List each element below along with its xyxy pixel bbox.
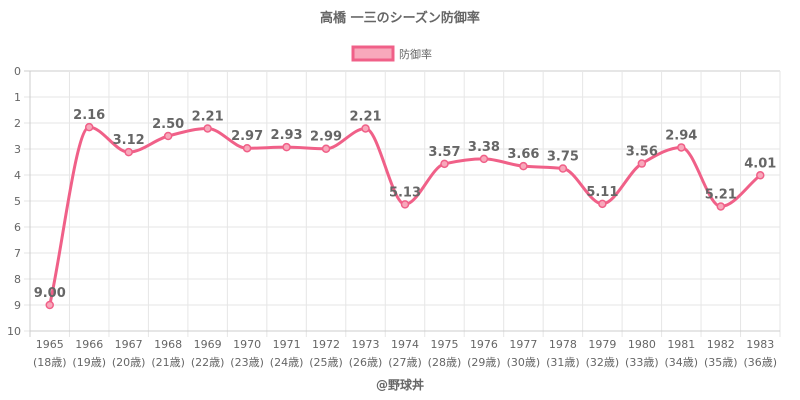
data-label: 2.50	[152, 117, 184, 132]
x-tick-sublabel: (18歳)	[33, 356, 67, 369]
data-point	[479, 154, 489, 164]
legend-label: 防御率	[399, 47, 432, 61]
y-tick-label: 3	[14, 143, 21, 156]
y-tick-label: 0	[14, 65, 21, 78]
x-tick-sublabel: (35歳)	[704, 356, 738, 369]
x-tick-sublabel: (23歳)	[230, 356, 264, 369]
data-point	[716, 202, 726, 211]
x-tick-sublabel: (26歳)	[349, 356, 383, 369]
x-axis: 1965 (18歳) 1966 (19歳) 1967 (20歳) 1968 (21歳) 1969…	[33, 338, 777, 369]
data-point	[677, 143, 686, 152]
data-point	[124, 147, 133, 157]
data-point	[242, 143, 252, 153]
legend[interactable]: 防御率	[351, 45, 432, 62]
x-tick-label: 1983	[746, 338, 774, 351]
x-tick-label: 1975	[430, 338, 458, 351]
x-tick-label: 1976	[470, 338, 498, 351]
x-tick-sublabel: (24歳)	[270, 356, 304, 369]
x-tick-label: 1981	[667, 338, 695, 351]
x-tick-label: 1971	[273, 338, 301, 351]
x-tick-label: 1966	[75, 338, 103, 351]
x-tick-sublabel: (19歳)	[72, 356, 106, 369]
data-point	[361, 124, 370, 133]
y-tick-label: 2	[14, 117, 21, 130]
data-label: 3.12	[113, 133, 145, 148]
x-tick-label: 1977	[509, 338, 537, 351]
x-tick-sublabel: (32歳)	[586, 356, 620, 369]
y-tick-label: 5	[14, 195, 21, 208]
data-labels: 9.00 2.16 3.12 2.50 2.21 2.97 2.93 2.99 2.21 5.13…	[34, 108, 777, 301]
x-tick-label: 1982	[707, 338, 735, 351]
data-label: 3.57	[428, 145, 460, 160]
x-tick-label: 1979	[588, 338, 616, 351]
data-label: 5.13	[389, 185, 421, 200]
data-label: 5.21	[705, 187, 737, 202]
data-label: 3.56	[626, 145, 658, 160]
x-tick-label: 1968	[154, 338, 182, 351]
data-label: 2.16	[73, 108, 105, 123]
data-point	[519, 161, 528, 171]
credit-text: @野球丼	[376, 377, 424, 392]
x-tick-label: 1965	[36, 338, 64, 351]
data-label: 4.01	[744, 156, 776, 171]
x-tick-sublabel: (28歳)	[428, 356, 462, 369]
data-label: 2.93	[271, 128, 303, 143]
data-point	[84, 122, 94, 132]
x-tick-sublabel: (22歳)	[191, 356, 225, 369]
y-axis: 0 1 2 3 4 5 6 7 8 9 10	[7, 65, 21, 338]
data-label: 3.38	[468, 140, 500, 155]
data-point	[45, 300, 54, 310]
x-tick-sublabel: (34歳)	[665, 356, 699, 369]
x-tick-label: 1969	[194, 338, 222, 351]
data-label: 9.00	[34, 286, 66, 301]
data-point	[282, 142, 291, 152]
y-tick-label: 10	[7, 325, 21, 338]
data-label: 2.21	[192, 109, 224, 124]
x-tick-sublabel: (20歳)	[112, 356, 146, 369]
x-tick-sublabel: (27歳)	[388, 356, 422, 369]
x-tick-label: 1972	[312, 338, 340, 351]
x-tick-label: 1974	[391, 338, 419, 351]
x-tick-sublabel: (30歳)	[507, 356, 541, 369]
data-point	[321, 144, 331, 153]
data-point	[558, 164, 568, 173]
x-tick-sublabel: (36歳)	[743, 356, 777, 369]
data-point	[637, 159, 647, 168]
data-point	[756, 171, 765, 180]
data-label: 2.97	[231, 129, 263, 144]
x-tick-sublabel: (29歳)	[467, 356, 501, 369]
x-tick-label: 1973	[352, 338, 380, 351]
data-label: 3.75	[547, 150, 579, 165]
data-label: 2.21	[349, 109, 381, 124]
data-point	[440, 159, 449, 169]
grid	[24, 70, 781, 337]
x-tick-sublabel: (21歳)	[151, 356, 185, 369]
y-tick-label: 1	[14, 91, 21, 104]
x-tick-label: 1967	[115, 338, 143, 351]
x-tick-label: 1978	[549, 338, 577, 351]
x-tick-sublabel: (33歳)	[625, 356, 659, 369]
data-label: 5.11	[586, 185, 618, 200]
data-point	[400, 200, 410, 209]
data-points	[45, 122, 765, 310]
data-label: 2.99	[310, 130, 342, 145]
data-point	[203, 124, 212, 133]
y-tick-label: 6	[14, 221, 21, 234]
legend-swatch	[351, 45, 395, 62]
x-tick-sublabel: (31歳)	[546, 356, 580, 369]
x-tick-sublabel: (25歳)	[309, 356, 343, 369]
y-tick-label: 8	[14, 273, 21, 286]
data-point	[163, 131, 173, 141]
data-label: 3.66	[507, 147, 539, 162]
data-point	[598, 199, 607, 209]
chart-title: 高橋 一三のシーズン防御率	[320, 10, 480, 26]
x-tick-label: 1970	[233, 338, 261, 351]
x-tick-label: 1980	[628, 338, 656, 351]
y-tick-label: 7	[14, 247, 21, 260]
y-tick-label: 9	[14, 299, 21, 312]
data-label: 2.94	[665, 128, 697, 143]
y-tick-label: 4	[14, 169, 21, 182]
